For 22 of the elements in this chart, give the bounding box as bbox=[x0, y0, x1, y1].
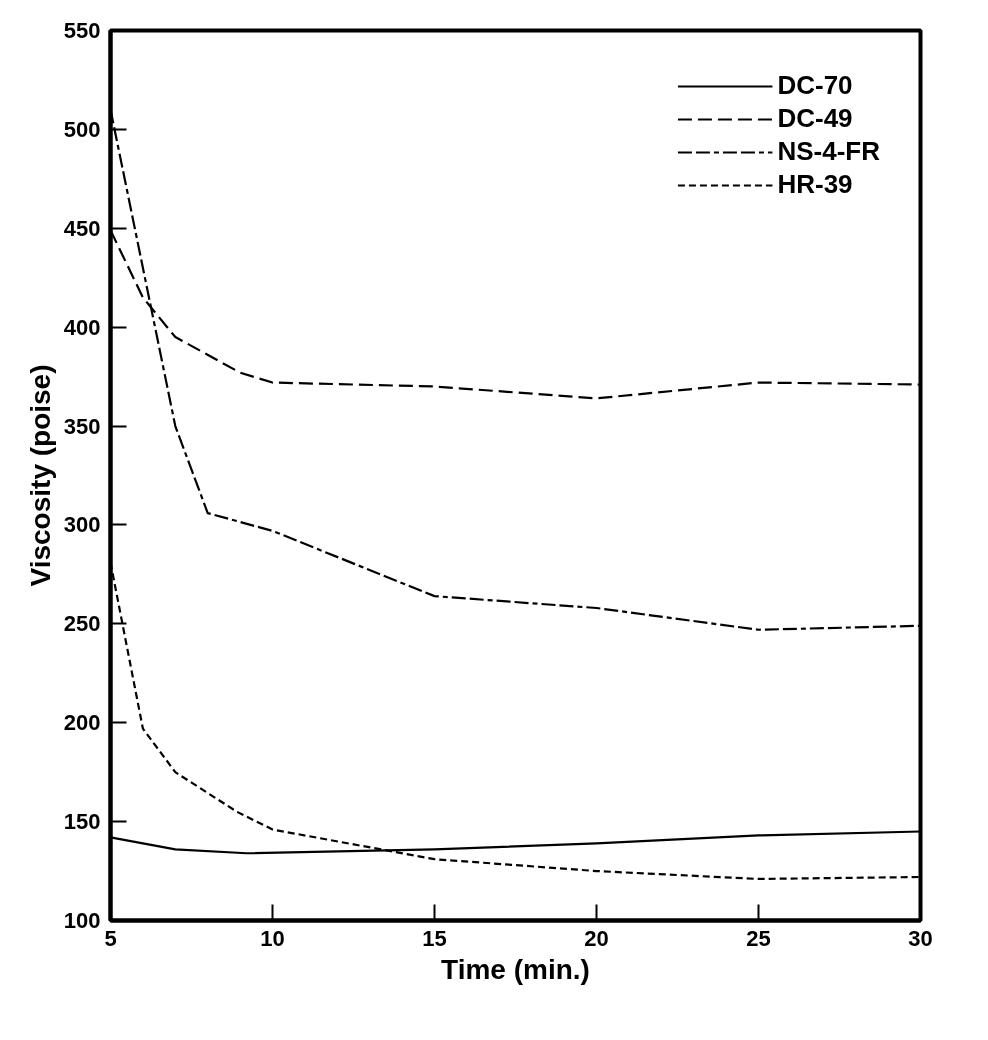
legend-label: HR-39 bbox=[777, 169, 853, 200]
x-tick-label: 15 bbox=[422, 925, 447, 951]
y-tick-label: 500 bbox=[63, 116, 101, 142]
y-tick-label: 150 bbox=[63, 809, 101, 835]
y-axis-title: Viscosity (poise) bbox=[24, 364, 56, 587]
x-axis-title: Time (min.) bbox=[441, 953, 590, 985]
y-tick-label: 250 bbox=[63, 611, 101, 637]
y-tick-label: 550 bbox=[63, 18, 101, 43]
y-tick-label: 100 bbox=[63, 908, 101, 933]
y-tick-label: 400 bbox=[63, 314, 101, 340]
x-tick-label: 30 bbox=[908, 925, 933, 951]
legend-label: DC-49 bbox=[777, 103, 853, 134]
y-tick-label: 350 bbox=[63, 413, 101, 439]
x-tick-label: 10 bbox=[260, 925, 285, 951]
y-tick-label: 200 bbox=[63, 710, 101, 736]
y-tick-label: 450 bbox=[63, 215, 101, 241]
y-tick-label: 300 bbox=[63, 512, 101, 538]
legend-label: DC-70 bbox=[777, 70, 853, 101]
legend-label: NS-4-FR bbox=[777, 136, 880, 167]
x-tick-label: 20 bbox=[584, 925, 609, 951]
x-tick-label: 5 bbox=[104, 925, 117, 951]
x-tick-label: 25 bbox=[746, 925, 771, 951]
